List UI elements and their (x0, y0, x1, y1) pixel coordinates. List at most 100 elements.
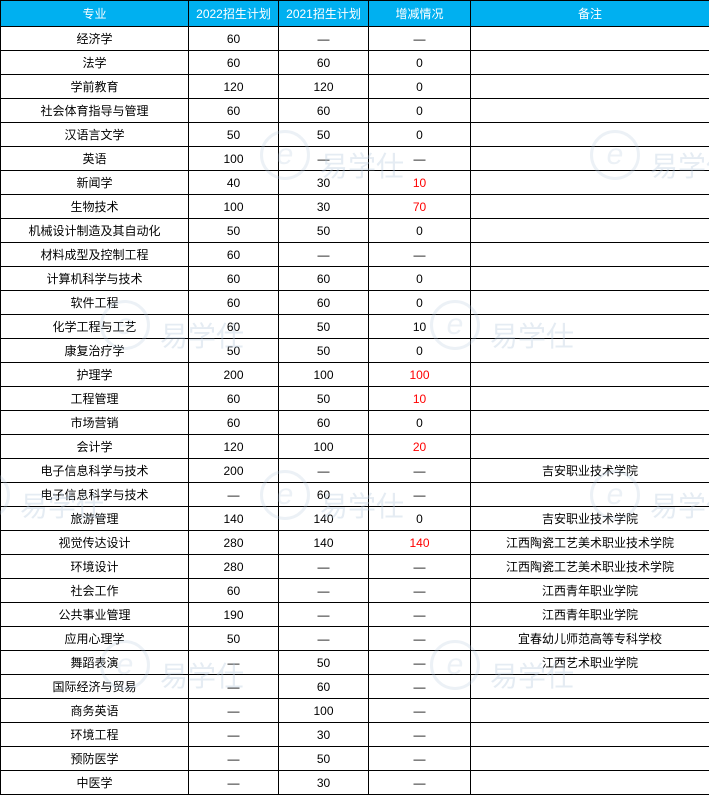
cell-2022: 280 (189, 555, 279, 579)
cell-note: 江西青年职业学院 (471, 579, 709, 603)
cell-2021: 60 (279, 99, 369, 123)
cell-change: 0 (369, 51, 471, 75)
cell-2021: 50 (279, 315, 369, 339)
table-row: 法学60600 (1, 51, 709, 75)
cell-change: 0 (369, 411, 471, 435)
cell-2021: 60 (279, 51, 369, 75)
cell-change: — (369, 483, 471, 507)
table-row: 环境工程—30— (1, 723, 709, 747)
table-body: 经济学60——法学60600学前教育1201200社会体育指导与管理60600汉… (1, 27, 709, 795)
table-row: 软件工程60600 (1, 291, 709, 315)
cell-note (471, 483, 709, 507)
table-row: 国际经济与贸易—60— (1, 675, 709, 699)
cell-2022: 60 (189, 243, 279, 267)
cell-2022: — (189, 699, 279, 723)
cell-2022: 50 (189, 123, 279, 147)
cell-note (471, 195, 709, 219)
cell-2021: 140 (279, 507, 369, 531)
cell-note (471, 435, 709, 459)
cell-2022: — (189, 651, 279, 675)
cell-2022: 60 (189, 387, 279, 411)
cell-2021: 60 (279, 675, 369, 699)
cell-change: 20 (369, 435, 471, 459)
cell-note (471, 27, 709, 51)
cell-2021: 60 (279, 411, 369, 435)
cell-2021: 30 (279, 171, 369, 195)
cell-2021: 30 (279, 195, 369, 219)
cell-change: — (369, 243, 471, 267)
cell-2022: 50 (189, 339, 279, 363)
cell-major: 法学 (1, 51, 189, 75)
cell-change: — (369, 147, 471, 171)
cell-2022: 60 (189, 315, 279, 339)
cell-2022: 120 (189, 435, 279, 459)
header-2022: 2022招生计划 (189, 1, 279, 27)
table-header: 专业 2022招生计划 2021招生计划 增减情况 备注 (1, 1, 709, 27)
cell-change: 10 (369, 387, 471, 411)
cell-2022: 280 (189, 531, 279, 555)
cell-change: — (369, 579, 471, 603)
cell-2022: 50 (189, 627, 279, 651)
cell-2021: 60 (279, 483, 369, 507)
cell-2021: — (279, 243, 369, 267)
cell-2021: 120 (279, 75, 369, 99)
cell-2021: 30 (279, 771, 369, 795)
cell-2021: 60 (279, 291, 369, 315)
cell-major: 工程管理 (1, 387, 189, 411)
cell-change: — (369, 747, 471, 771)
cell-change: 0 (369, 99, 471, 123)
table-row: 汉语言文学50500 (1, 123, 709, 147)
cell-2022: — (189, 483, 279, 507)
cell-major: 旅游管理 (1, 507, 189, 531)
cell-major: 新闻学 (1, 171, 189, 195)
cell-major: 英语 (1, 147, 189, 171)
table-row: 舞蹈表演—50—江西艺术职业学院 (1, 651, 709, 675)
table-row: 英语100—— (1, 147, 709, 171)
cell-2022: 60 (189, 27, 279, 51)
cell-2022: 100 (189, 147, 279, 171)
cell-note (471, 339, 709, 363)
cell-note (471, 771, 709, 795)
cell-change: 0 (369, 75, 471, 99)
cell-note (471, 675, 709, 699)
cell-change: 0 (369, 267, 471, 291)
cell-2022: — (189, 747, 279, 771)
table-row: 社会工作60——江西青年职业学院 (1, 579, 709, 603)
cell-note: 江西青年职业学院 (471, 603, 709, 627)
cell-2022: — (189, 675, 279, 699)
cell-major: 国际经济与贸易 (1, 675, 189, 699)
cell-2022: 60 (189, 579, 279, 603)
cell-note (471, 387, 709, 411)
cell-major: 材料成型及控制工程 (1, 243, 189, 267)
table-row: 护理学200100100 (1, 363, 709, 387)
cell-change: — (369, 675, 471, 699)
cell-change: 10 (369, 315, 471, 339)
table-row: 视觉传达设计280140140江西陶瓷工艺美术职业技术学院 (1, 531, 709, 555)
cell-change: 0 (369, 339, 471, 363)
table-row: 计算机科学与技术60600 (1, 267, 709, 291)
cell-major: 市场营销 (1, 411, 189, 435)
cell-2022: 40 (189, 171, 279, 195)
cell-note (471, 171, 709, 195)
cell-change: 10 (369, 171, 471, 195)
cell-major: 化学工程与工艺 (1, 315, 189, 339)
cell-change: 0 (369, 123, 471, 147)
cell-note (471, 243, 709, 267)
cell-note (471, 291, 709, 315)
cell-change: — (369, 771, 471, 795)
cell-change: 0 (369, 291, 471, 315)
header-2021: 2021招生计划 (279, 1, 369, 27)
cell-change: 0 (369, 219, 471, 243)
cell-major: 环境设计 (1, 555, 189, 579)
cell-note: 宜春幼儿师范高等专科学校 (471, 627, 709, 651)
cell-major: 机械设计制造及其自动化 (1, 219, 189, 243)
cell-major: 中医学 (1, 771, 189, 795)
cell-note (471, 747, 709, 771)
cell-note (471, 411, 709, 435)
cell-note (471, 99, 709, 123)
table-row: 化学工程与工艺605010 (1, 315, 709, 339)
cell-change: 0 (369, 507, 471, 531)
cell-change: — (369, 603, 471, 627)
cell-major: 电子信息科学与技术 (1, 483, 189, 507)
table-row: 电子信息科学与技术—60— (1, 483, 709, 507)
